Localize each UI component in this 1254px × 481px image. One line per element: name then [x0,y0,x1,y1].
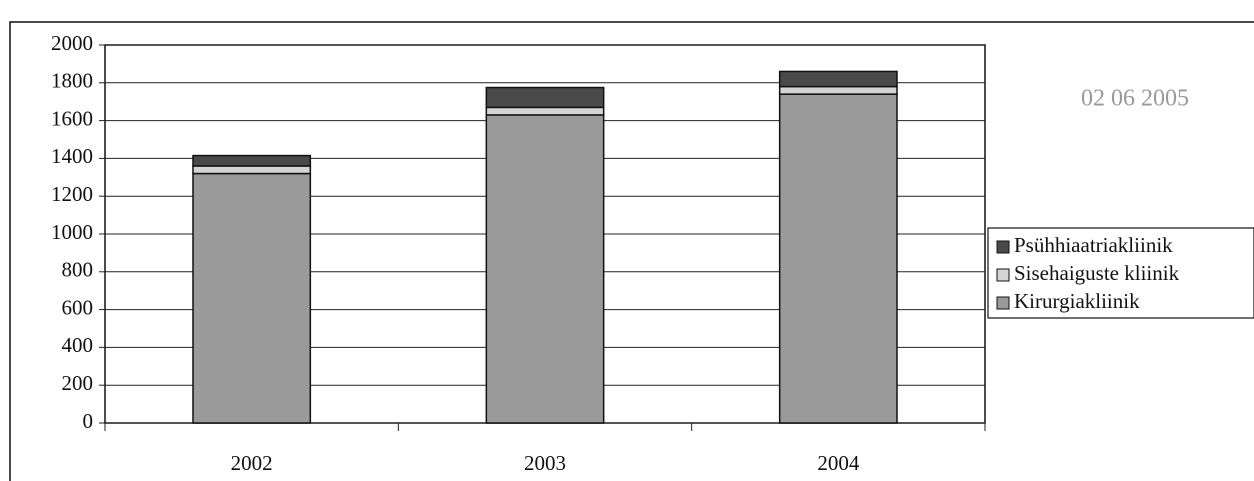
x-tick-label: 2003 [524,451,566,475]
y-tick-label: 1800 [51,69,93,93]
legend-swatch [996,240,1010,254]
legend-box [987,227,1254,319]
y-tick-label: 600 [62,295,94,319]
bar-segment [778,93,898,424]
x-tick-label: 2004 [817,451,860,475]
y-tick-label: 1400 [51,144,93,168]
y-tick-label: 800 [62,258,94,282]
bar-segment [192,154,312,167]
legend-swatch [996,296,1010,310]
y-tick-label: 1000 [51,220,93,244]
legend-label: Psühhiaatriakliinik [1014,233,1173,257]
bar-segment [485,114,605,424]
bar-segment [485,86,605,109]
y-tick-label: 400 [62,333,94,357]
legend-label: Sisehaiguste kliinik [1014,261,1180,285]
chart-frame [9,21,1254,481]
y-tick-label: 2000 [51,31,93,55]
legend-label: Kirurgiakliinik [1014,289,1140,313]
y-tick-label: 200 [62,371,94,395]
y-tick-label: 1600 [51,106,93,130]
bar-segment [192,172,312,424]
legend-swatch [996,268,1010,282]
stamp: 02 06 2005 [1081,86,1189,112]
y-tick-label: 1200 [51,182,93,206]
bar-segment [192,165,312,175]
y-tick-label: 0 [83,409,94,433]
bar-segment [778,70,898,88]
bar-segment [485,106,605,116]
x-tick-label: 2002 [231,451,273,475]
bar-segment [778,85,898,95]
